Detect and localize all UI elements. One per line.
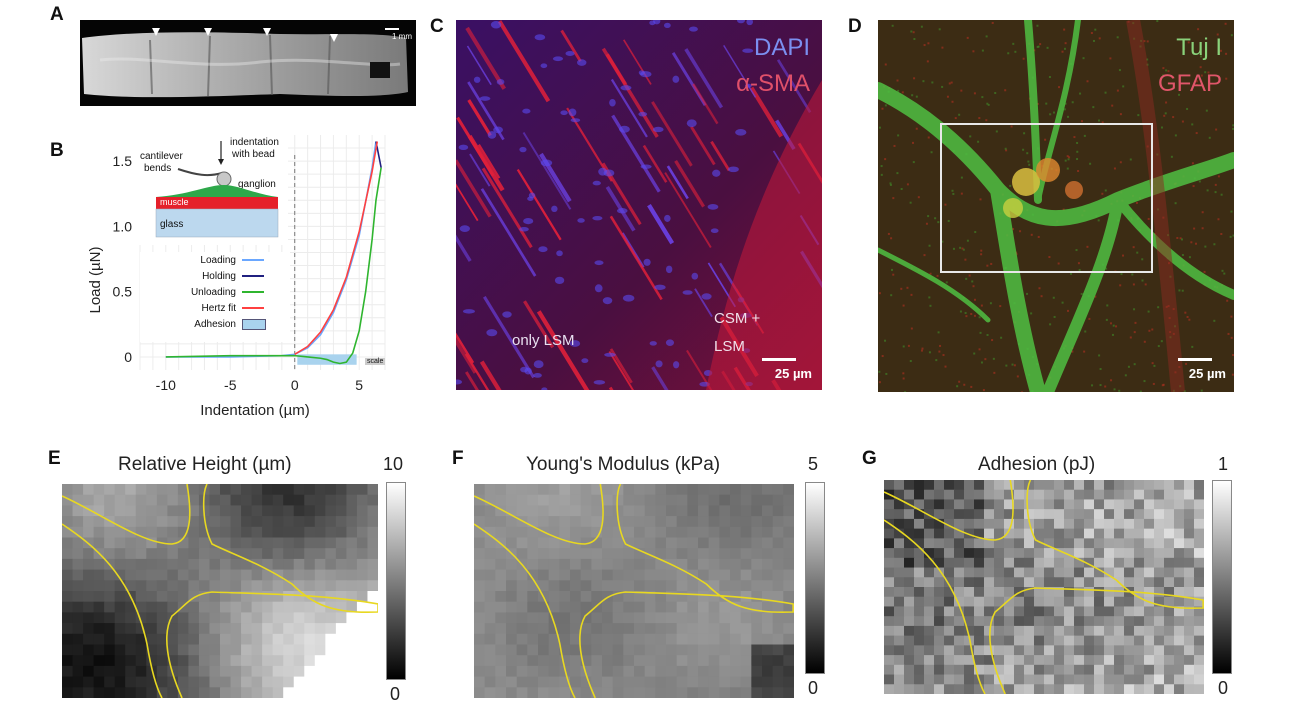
- scale-label: 25 µm: [1188, 366, 1226, 381]
- legend-swatch: [242, 259, 264, 261]
- colorbar-max: 1: [1218, 454, 1229, 474]
- legend-swatch: [242, 307, 264, 309]
- cell-outline: [62, 484, 191, 545]
- legend-swatch: [242, 318, 266, 330]
- modulus-map: [474, 484, 794, 698]
- legend-swatch: [242, 275, 264, 277]
- legend-swatch: [242, 291, 264, 293]
- legend-item: Holding: [140, 268, 290, 284]
- stain-sma-label: α-SMA: [736, 70, 810, 97]
- height-map: [62, 484, 378, 698]
- chart-legend: Loading Holding Unloading Hertz fit Adhesion: [140, 252, 290, 342]
- y-tick-label: 1.0: [113, 218, 133, 234]
- inset-muscle-label: muscle: [160, 197, 189, 207]
- x-tick-label: -10: [156, 377, 176, 393]
- legend-label: Loading: [200, 254, 236, 266]
- inset-indentation-label: indentation: [230, 137, 279, 148]
- inset-cantilever-label: cantilever: [140, 151, 183, 162]
- panel-label-e: E: [48, 448, 61, 469]
- scale-bar: [762, 358, 796, 361]
- cell-outline: [166, 484, 378, 698]
- arrowhead-icon: [330, 34, 338, 42]
- x-tick-label: 5: [355, 377, 363, 393]
- cell-outline: [62, 523, 163, 698]
- inset-glass-label: glass: [160, 219, 184, 230]
- region-csm-label-2: LSM: [714, 338, 745, 355]
- y-tick-label: 1.5: [113, 153, 133, 169]
- panel-label-g: G: [862, 448, 877, 469]
- y-axis-label: Load (µN): [87, 246, 104, 313]
- legend-label: Hertz fit: [201, 302, 236, 314]
- scale-label: 1 mm: [392, 32, 412, 41]
- y-tick-label: 0.5: [113, 284, 133, 300]
- colorbar-min: 0: [808, 678, 819, 698]
- tuj-gfap-micrograph: Tuj I GFAP 25 µm: [878, 20, 1234, 392]
- modulus-colorbar: [805, 482, 825, 674]
- inset-drawing: [155, 141, 279, 238]
- dapi-sma-micrograph: DAPI α-SMA only LSM CSM + LSM 25 µm: [456, 20, 822, 390]
- scale-label: 25 µm: [774, 366, 812, 381]
- legend-label: Holding: [202, 270, 236, 282]
- scale-bar: [1178, 358, 1212, 361]
- legend-item: Hertz fit: [140, 300, 290, 316]
- inset-bead-label: with bead: [232, 149, 275, 160]
- inset-ganglion-label: ganglion: [238, 179, 276, 190]
- arrowhead-icon: [263, 28, 271, 36]
- micrograph-texture: [456, 20, 822, 390]
- colorbar-max: 10: [383, 454, 404, 474]
- arrowhead-icon: [204, 28, 212, 36]
- legend-label: Unloading: [190, 286, 236, 298]
- panel-label-d: D: [848, 16, 862, 37]
- adhesion-map-title: Adhesion (pJ): [978, 454, 1096, 475]
- stain-tuj-label: Tuj I: [1176, 34, 1222, 61]
- adhesion-colorbar: [1212, 480, 1232, 674]
- zoom-region-box: [940, 123, 1153, 273]
- colorbar-max: 5: [808, 454, 819, 474]
- colorbar-min: 0: [390, 684, 401, 704]
- stain-dapi-label: DAPI: [753, 34, 810, 61]
- scale-bar: [385, 28, 399, 30]
- y-tick-label: 0: [124, 349, 132, 365]
- micrograph-texture: [878, 20, 1234, 392]
- legend-item: Adhesion: [140, 316, 290, 332]
- arrowhead-icon: [152, 28, 160, 36]
- x-tick-label: 0: [291, 377, 299, 393]
- cell-outline: [579, 484, 794, 698]
- region-lsm-label: only LSM: [512, 332, 575, 349]
- legend-item: Unloading: [140, 284, 290, 300]
- region-csm-label-1: CSM +: [714, 310, 761, 327]
- cell-outline: [474, 484, 604, 545]
- series-hertz-fit: [294, 141, 379, 356]
- cell-outline: [989, 480, 1204, 694]
- cell-outline: [884, 480, 1014, 541]
- legend-item: Loading: [140, 252, 290, 268]
- colorbar-min: 0: [1218, 678, 1229, 698]
- adhesion-map: [884, 480, 1204, 694]
- panel-label-b: B: [50, 140, 64, 161]
- height-colorbar: [386, 482, 406, 680]
- legend-label: Adhesion: [194, 318, 236, 330]
- inset-bends-label: bends: [144, 163, 172, 174]
- x-axis-label: Indentation (µm): [200, 402, 310, 419]
- afm-schematic-inset: cantilever bends indentation with bead g…: [138, 135, 288, 245]
- x-tick-label: -5: [224, 377, 237, 393]
- series-unloading: [165, 167, 382, 365]
- stain-gfap-label: GFAP: [1157, 70, 1222, 97]
- cell-outline: [474, 523, 576, 698]
- corner-tag: scale: [365, 358, 386, 365]
- cell-outline: [884, 519, 986, 694]
- tissue-strip-image: 1 mm: [80, 20, 416, 106]
- modulus-map-title: Young's Modulus (kPa): [526, 454, 721, 475]
- panel-label-f: F: [452, 448, 464, 469]
- panel-label-a: A: [50, 4, 64, 25]
- height-map-title: Relative Height (µm): [118, 454, 292, 475]
- tissue-strip-drawing: [82, 28, 408, 98]
- panel-label-c: C: [430, 16, 444, 37]
